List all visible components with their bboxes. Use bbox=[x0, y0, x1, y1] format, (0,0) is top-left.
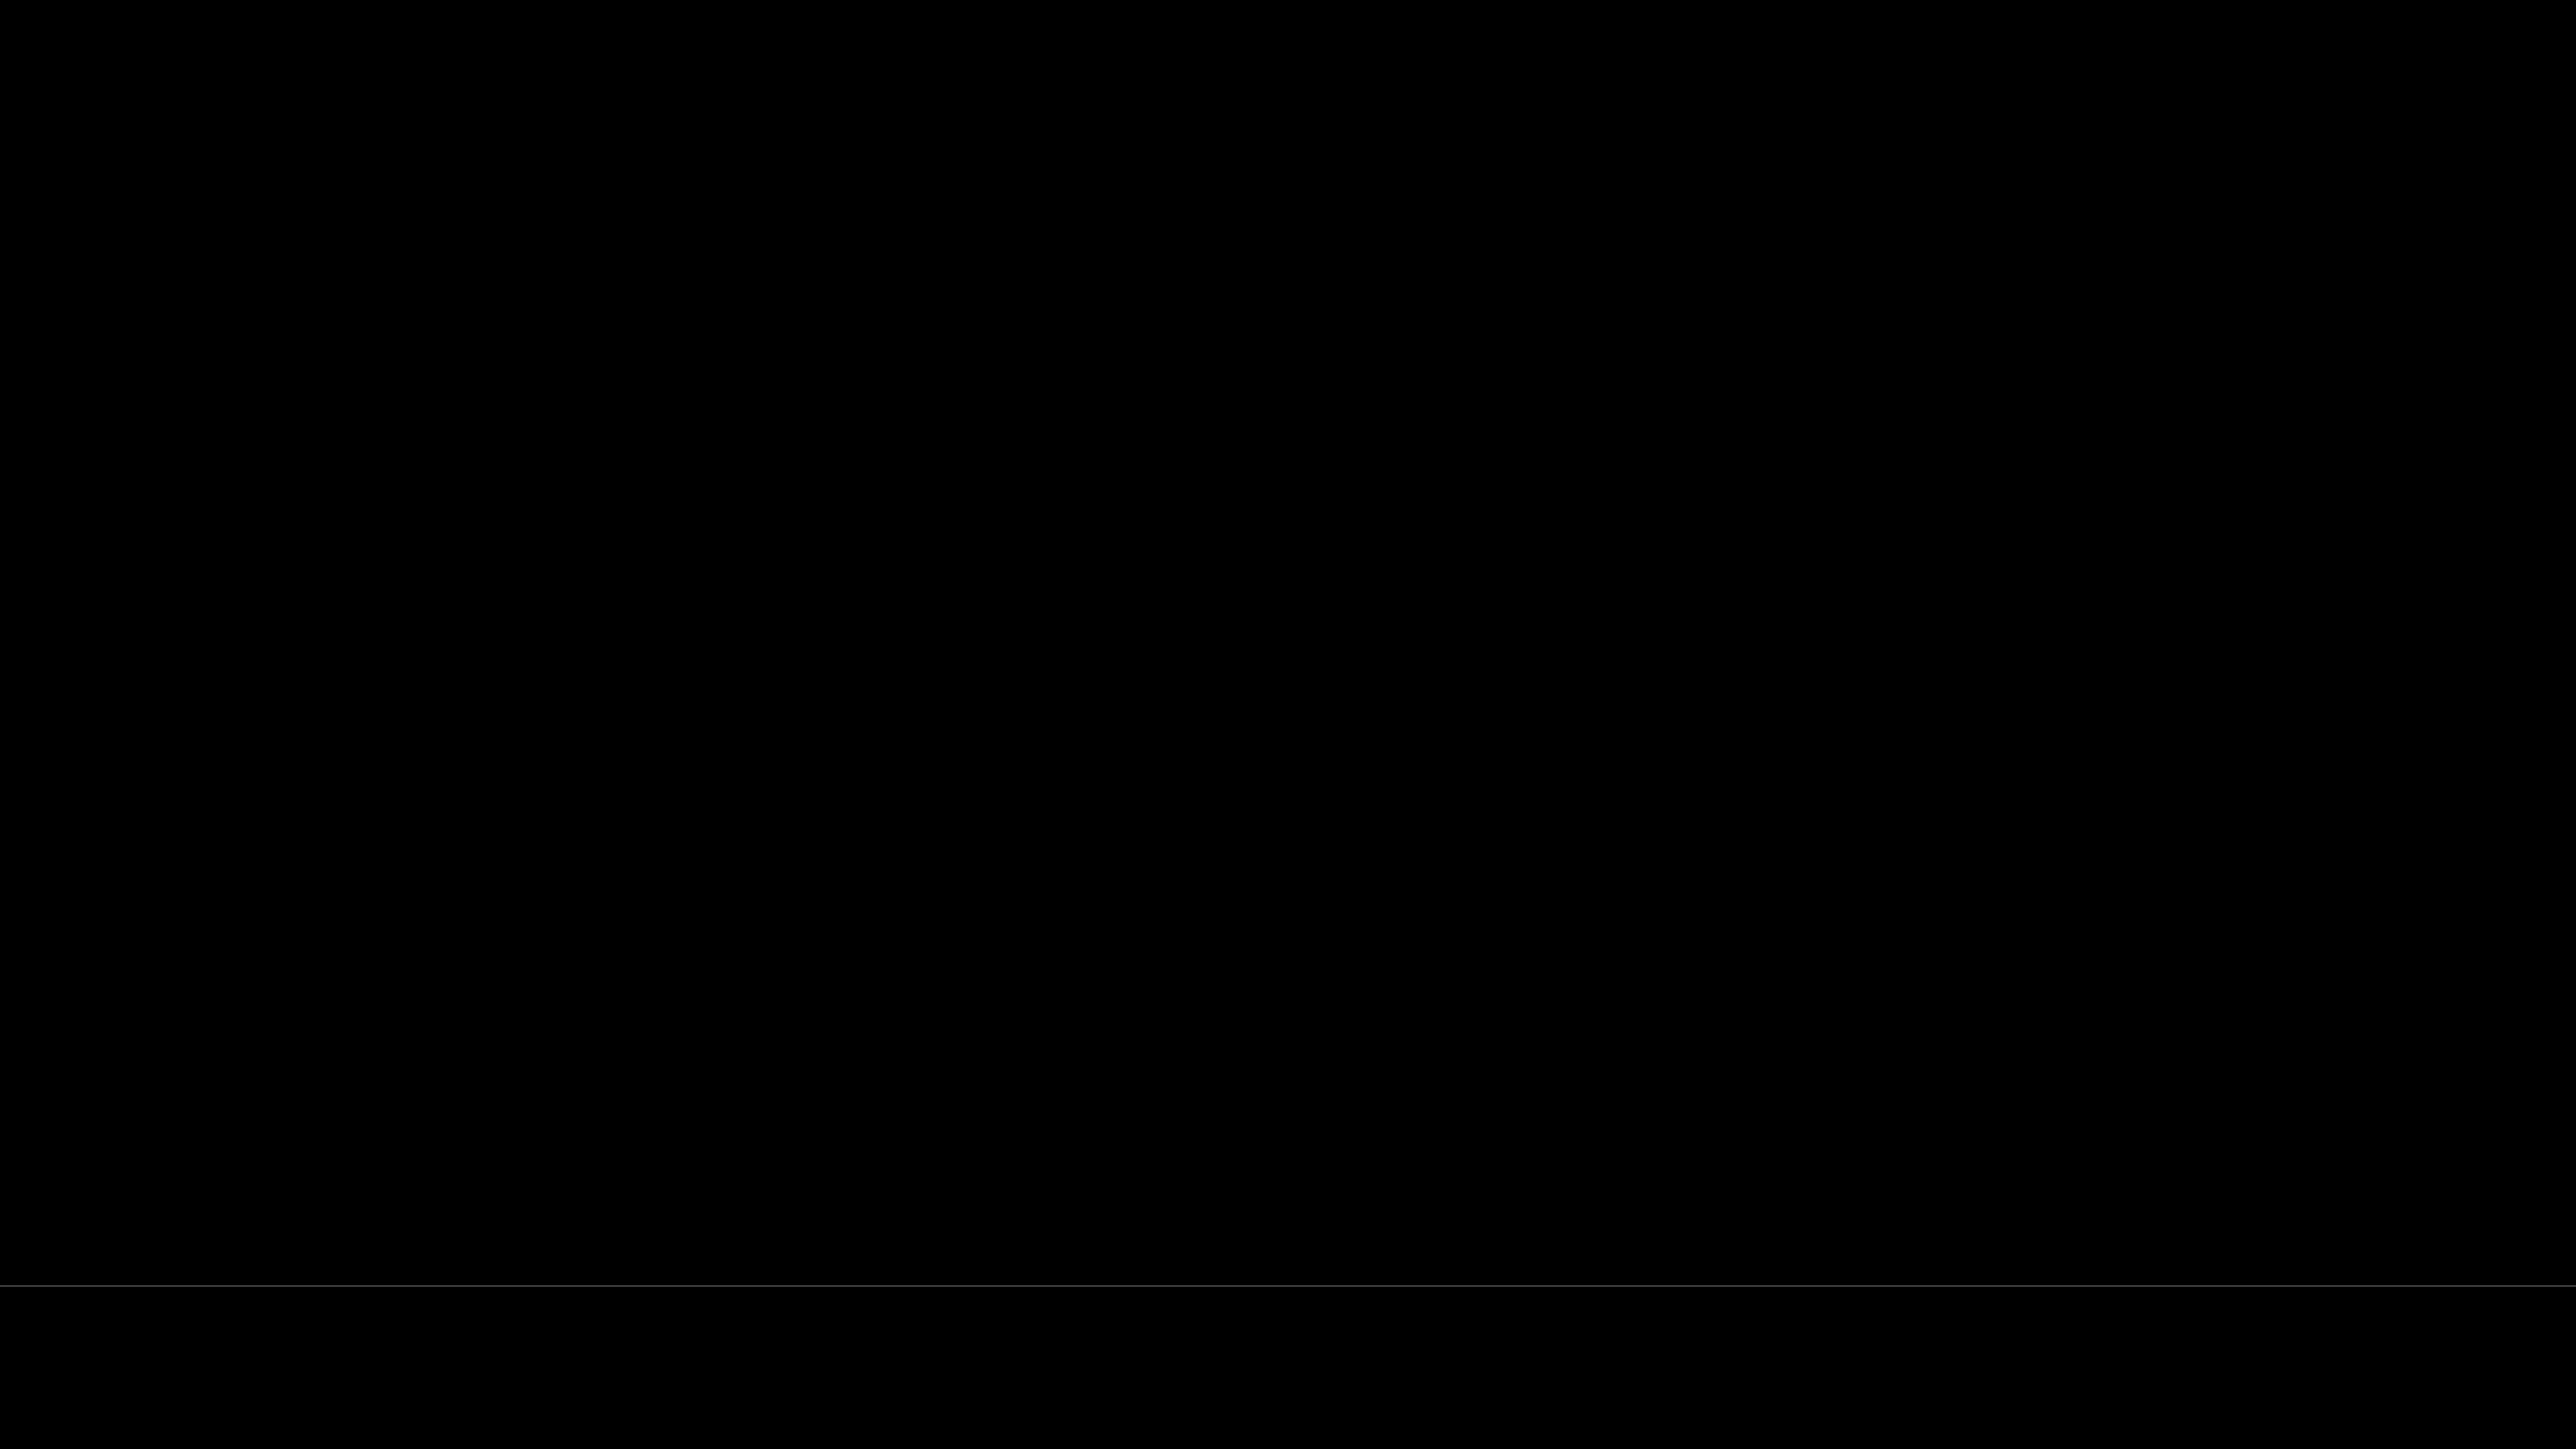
cloud-pressure-map bbox=[0, 0, 2576, 1287]
map-bottom-border bbox=[0, 1285, 2576, 1287]
colorbar-gradient bbox=[718, 1305, 1858, 1330]
